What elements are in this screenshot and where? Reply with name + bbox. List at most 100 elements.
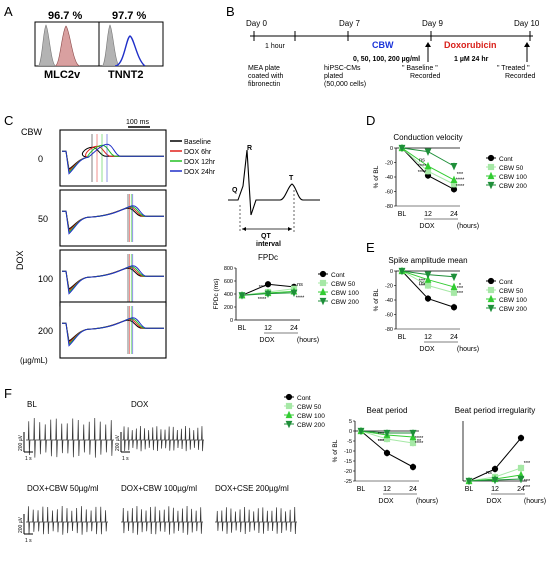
xtick-label-spike-1: 12 <box>424 334 432 341</box>
mlc2v-percent: 96.7 % <box>48 10 82 22</box>
chart-title-cv: Conduction velocity <box>393 133 462 142</box>
point-irreg-3-1 <box>491 476 499 485</box>
ylabel-spike: % of BL <box>373 288 380 311</box>
point-irreg-1-2 <box>517 464 525 472</box>
ytick-label-spike-4: -80 <box>385 327 393 333</box>
ytick-label-fpdc-2: 400 <box>224 292 233 298</box>
day9-label: Day 9 <box>422 19 443 28</box>
mlc2v-label: MLC2v <box>44 69 81 81</box>
xscale-label-dox: 1 s <box>122 456 129 462</box>
xtick-label-irreg-0: BL <box>465 486 474 493</box>
panel-e-letter: E <box>366 240 375 255</box>
legend-text-fpdc-0: Cont <box>331 272 345 279</box>
point-spike-3-2 <box>450 273 458 282</box>
point-cv-3-2 <box>450 163 458 171</box>
beat-traces <box>26 417 297 535</box>
annot-beat-4: **** <box>415 441 424 447</box>
point-fpdc-3-0 <box>238 292 246 300</box>
ylabel-fpdc: FPDc (ms) <box>213 278 220 309</box>
legend-marker-spike-0 <box>487 277 495 285</box>
point-cv-3-1 <box>424 148 432 156</box>
panel-f-letter: F <box>4 386 12 401</box>
legend-marker-beat-2 <box>285 410 293 419</box>
annot-cv-5: *** <box>457 172 464 178</box>
trace-label-cse200: DOX+CSE 200µg/ml <box>215 484 289 493</box>
legend-text-spike-1: CBW 50 <box>499 288 524 295</box>
protocol-timeline <box>250 31 533 62</box>
panel-d-letter: D <box>366 113 375 128</box>
ytick-label-beat-0: 5 <box>349 419 352 425</box>
ytick-label-fpdc-4: 800 <box>224 266 233 272</box>
xtick-label-spike-2: 24 <box>450 334 458 341</box>
xtick-label-cv-2: 24 <box>450 211 458 218</box>
point-irreg-0-2 <box>517 434 525 442</box>
beat-trace-4 <box>215 506 297 535</box>
chart-title-spike: Spike amplitude mean <box>388 256 467 265</box>
legend-label-0: Baseline <box>184 139 211 146</box>
legend-text-fpdc-2: CBW 100 <box>331 290 359 297</box>
annot-irreg-3: *** <box>524 485 531 491</box>
point-cv-3-0 <box>398 144 406 153</box>
legend-marker-fpdc-0 <box>319 270 327 278</box>
yscale-label-cbw50: 200 µV <box>18 516 24 533</box>
ytick-label-spike-3: -60 <box>385 313 393 319</box>
schematic-q: Q <box>232 187 238 194</box>
tnnt2-label: TNNT2 <box>108 69 143 81</box>
trace-label-cbw100: DOX+CBW 100µg/ml <box>121 484 197 493</box>
xtick-label-cv-0: BL <box>398 211 407 218</box>
annot-irreg-2: *** <box>524 479 531 485</box>
cbw-axis-label: CBW <box>21 127 43 137</box>
point-cv-2-2 <box>450 175 458 183</box>
xtick-label-fpdc-0: BL <box>238 325 247 332</box>
point-beat-3-1 <box>383 429 391 438</box>
one-hour-label: 1 hour <box>265 43 286 50</box>
annot-spike-5: * <box>459 283 462 289</box>
legend-marker-fpdc-1 <box>319 279 327 287</box>
point-spike-2-1 <box>424 275 432 283</box>
annot-spike-1: *** <box>419 284 426 290</box>
annot-cv-3: **** <box>456 177 465 183</box>
annot-beat-0: *** <box>378 432 385 438</box>
annot-beat-3: **** <box>415 436 424 442</box>
ytick-label-fpdc-3: 600 <box>224 279 233 285</box>
beat-trace-1 <box>122 425 204 452</box>
trace-legend: Baseline DOX 6hr DOX 12hr DOX 24hr <box>170 139 216 176</box>
chart-title-beat: Beat period <box>367 406 408 415</box>
hipsc-text: hiPSC-CMs plated (50,000 cells) <box>324 65 366 88</box>
annot-spike-2: ns <box>419 281 425 287</box>
line-charts: FPDc 0 200 400 600 800 BL 12 24 DOX (hours) FPDc (m… <box>213 133 546 505</box>
fp-trace-50-3 <box>62 205 164 235</box>
xtick-label-cv-1: 12 <box>424 211 432 218</box>
chart-spike: Spike amplitude mean 0 -20 -40 -60 -80 BL 12 24 D… <box>373 256 527 353</box>
trace-label-cbw50: DOX+CBW 50µg/ml <box>27 484 99 493</box>
xunit-label-fpdc: (hours) <box>297 337 319 344</box>
legend-marker-cv-3 <box>487 181 495 190</box>
ytick-label-spike-2: -40 <box>385 298 393 304</box>
doxorubicin-title: Doxorubicin <box>444 40 497 50</box>
legend-text-cv-3: CBW 200 <box>499 183 527 190</box>
legend-text-spike-3: CBW 200 <box>499 306 527 313</box>
legend-text-spike-2: CBW 100 <box>499 297 527 304</box>
histogram-mlc2v <box>34 21 100 67</box>
point-spike-1-1 <box>424 282 432 289</box>
point-cv-2-1 <box>424 161 432 170</box>
panel-a-letter: A <box>4 4 13 19</box>
ytick-label-fpdc-1: 200 <box>224 305 233 311</box>
xscale-label-bl: 1 s <box>25 456 32 462</box>
ytick-label-beat-3: -10 <box>344 449 352 455</box>
field-potential-traces: 0 50 100 200 <box>38 129 167 359</box>
point-fpdc-3-2 <box>290 289 298 298</box>
legend-text-beat-0: Cont <box>297 395 311 402</box>
legend-marker-beat-1 <box>285 402 293 410</box>
trace-label-bl: BL <box>27 400 37 409</box>
ytick-label-fpdc-0: 0 <box>230 318 233 324</box>
xunit-label-beat: (hours) <box>416 498 438 505</box>
xtick-label-irreg-2: 24 <box>517 486 525 493</box>
chart-irreg: Beat period irregularity BL 12 24 DOX (hours)… <box>455 406 546 505</box>
annot-spike-0: *** <box>419 279 426 285</box>
xgroup-label-irreg: DOX <box>486 498 502 505</box>
chart-beat: Beat period 5 0 -5 -10 -15 -20 -25 BL 12 24 DOX (hou… <box>284 393 438 505</box>
point-spike-3-0 <box>398 267 406 276</box>
legend-text-spike-0: Cont <box>499 279 513 286</box>
cbw-title: CBW <box>372 40 394 50</box>
